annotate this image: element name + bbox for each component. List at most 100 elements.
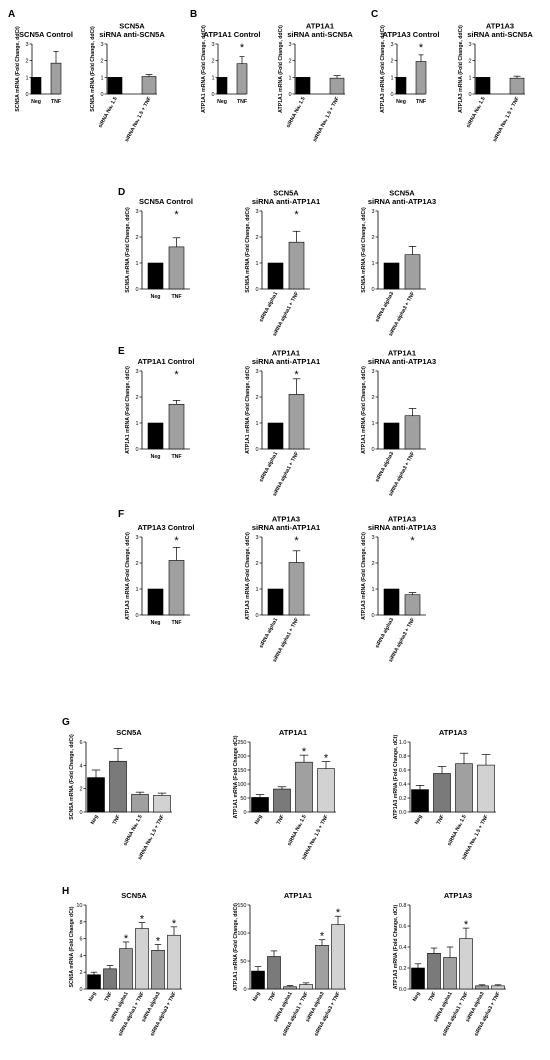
y-axis-label-g1: SCN5A mRNA (Fold Change, ddCt) bbox=[69, 734, 75, 820]
significance-h1-5: * bbox=[156, 935, 161, 947]
y-tick-label-c1: 3 bbox=[390, 42, 393, 48]
y-tick-label-h1: 10 bbox=[76, 903, 82, 909]
x-tick-label-h3-2: TNF bbox=[428, 991, 438, 1003]
y-axis-label-a1: SCN5A mRNA (Fold Change, ddCt) bbox=[15, 26, 21, 112]
y-tick-label-g1: 0 bbox=[79, 810, 82, 816]
y-tick-label-e1: 1 bbox=[135, 421, 138, 427]
chart-e1: ATP1A1 Control 0 1 2 3 ATP1A1 mRNA (Fold Chan… bbox=[125, 357, 194, 460]
bar-f3-1 bbox=[383, 588, 400, 616]
chart-title-b2-line1: ATP1A1 bbox=[306, 22, 334, 31]
chart-title-d1: SCN5A Control bbox=[139, 197, 193, 206]
x-tick-label-h3-1: Neg bbox=[412, 991, 422, 1002]
y-tick-label-f2: 0 bbox=[255, 613, 258, 619]
bar-h3-2 bbox=[427, 952, 441, 990]
y-tick-label-h2: 50 bbox=[240, 959, 246, 965]
bar-h2-5 bbox=[315, 945, 329, 990]
x-tick-label-c2-1: siRNA Naᵥ 1.5 bbox=[466, 96, 487, 129]
bar-c2-2 bbox=[509, 77, 525, 95]
y-tick-label-d2: 0 bbox=[255, 287, 258, 293]
bar-g3-2 bbox=[433, 773, 451, 813]
x-tick-label-f2-1: siRNA alpha1 bbox=[258, 617, 279, 649]
chart-title-e1: ATP1A1 Control bbox=[138, 357, 195, 366]
chart-title-e3-line2: siRNA anti-ATP1A3 bbox=[368, 357, 436, 366]
y-tick-label-g1: 2 bbox=[79, 787, 82, 793]
y-tick-label-g3: 0.4 bbox=[399, 782, 407, 788]
y-tick-label-g2: 50 bbox=[240, 796, 246, 802]
chart-title-a1: SCN5A Control bbox=[19, 30, 73, 39]
y-tick-label-f2: 1 bbox=[255, 587, 258, 593]
y-tick-label-b1: 1 bbox=[211, 75, 214, 81]
y-tick-label-e2: 2 bbox=[255, 395, 258, 401]
y-tick-label-e3: 2 bbox=[371, 395, 374, 401]
x-tick-label-b2-1: siRNA Naᵥ 1.5 bbox=[286, 96, 307, 129]
x-tick-label-d3-1: siRNA alpha3 bbox=[374, 291, 395, 323]
significance-h3-4: * bbox=[464, 919, 469, 931]
bar-e3-1 bbox=[383, 422, 400, 450]
bar-g2-4 bbox=[317, 768, 335, 813]
y-tick-label-h1: 4 bbox=[79, 953, 82, 959]
chart-title-d3-line2: siRNA anti-ATP1A3 bbox=[368, 197, 436, 206]
bar-h1-4 bbox=[135, 928, 149, 990]
x-tick-label-g2-1: Neg bbox=[254, 814, 264, 825]
panel-label-g: G bbox=[62, 717, 70, 728]
x-tick-label-g3-2: TNF bbox=[436, 814, 446, 826]
bar-h2-1 bbox=[251, 970, 265, 990]
chart-title-h1: SCN5A bbox=[121, 891, 147, 900]
y-tick-label-h1: 6 bbox=[79, 937, 82, 943]
x-tick-label-c1-1: Neg bbox=[396, 99, 406, 105]
y-axis-label-b2: ATP1A1 mRNA (Fold Change, ddCt) bbox=[278, 25, 284, 113]
bar-f1-2 bbox=[168, 560, 185, 616]
y-tick-label-b1: 2 bbox=[211, 59, 214, 65]
y-tick-label-d3: 1 bbox=[371, 261, 374, 267]
y-tick-label-b1: 0 bbox=[211, 92, 214, 98]
chart-b1: ATP1A1 Control 0 1 2 3 ATP1A1 mRNA (Fold Chan… bbox=[201, 25, 260, 113]
y-tick-label-b2: 3 bbox=[288, 42, 291, 48]
x-tick-label-b1-2: TNF bbox=[237, 99, 247, 105]
significance-f1-2: * bbox=[174, 535, 179, 547]
bar-h1-2 bbox=[103, 968, 117, 990]
y-tick-label-f1: 1 bbox=[135, 587, 138, 593]
bar-h2-3 bbox=[283, 986, 297, 990]
y-tick-label-g2: 200 bbox=[237, 754, 246, 760]
significance-c1-2: * bbox=[419, 42, 424, 54]
y-axis-label-d3: SCN5A mRNA (Fold Change, ddCt) bbox=[361, 207, 367, 293]
y-axis-label-b1: ATP1A1 mRNA (Fold Change, ddCt) bbox=[201, 25, 207, 113]
x-tick-label-e2-1: siRNA alpha1 bbox=[258, 451, 279, 483]
y-tick-label-d3: 0 bbox=[371, 287, 374, 293]
x-tick-label-g2-3: siRNA Naᵥ 1.5 bbox=[287, 814, 308, 847]
y-tick-label-c1: 1 bbox=[390, 75, 393, 81]
chart-title-e3-line1: ATP1A1 bbox=[388, 349, 416, 358]
bar-d1-1 bbox=[147, 262, 164, 290]
bar-a1-1 bbox=[30, 77, 42, 95]
bar-d1-2 bbox=[168, 246, 185, 290]
y-tick-label-f2: 2 bbox=[255, 561, 258, 567]
y-tick-label-h2: 150 bbox=[237, 903, 246, 909]
x-tick-label-d1-2: TNF bbox=[171, 294, 181, 300]
panel-label-d: D bbox=[118, 187, 125, 198]
x-tick-label-e1-2: TNF bbox=[171, 454, 181, 460]
chart-g1: SCN5A 0 2 4 6 SCN5A mRNA (Fold Change, ddCt) N… bbox=[69, 728, 172, 861]
panel-label-a: A bbox=[8, 9, 15, 20]
bar-c1-1 bbox=[395, 77, 407, 95]
x-tick-label-f1-2: TNF bbox=[171, 620, 181, 626]
chart-title-b1: ATP1A1 Control bbox=[204, 30, 261, 39]
bar-f3-2 bbox=[404, 594, 421, 616]
bar-b1-1 bbox=[216, 77, 228, 95]
chart-title-c1: ATP1A3 Control bbox=[383, 30, 440, 39]
chart-d1: SCN5A Control 0 1 2 3 SCN5A mRNA (Fold Change… bbox=[125, 197, 193, 300]
y-tick-label-e3: 1 bbox=[371, 421, 374, 427]
bar-f1-1 bbox=[147, 588, 164, 616]
x-tick-label-g1-3: siRNA Naᵥ 1.5 bbox=[123, 814, 144, 847]
y-tick-label-h2: 100 bbox=[237, 931, 246, 937]
y-tick-label-f3: 2 bbox=[371, 561, 374, 567]
y-tick-label-a1: 1 bbox=[25, 75, 28, 81]
panel-label-h: H bbox=[62, 886, 69, 897]
x-tick-label-g2-2: TNF bbox=[276, 814, 286, 826]
bar-c2-1 bbox=[475, 77, 491, 95]
significance-d2-2: * bbox=[294, 209, 299, 221]
bar-a2-1 bbox=[107, 77, 123, 95]
x-tick-label-c2-2: siRNA Naᵥ 1.5 + TNF bbox=[492, 96, 521, 143]
